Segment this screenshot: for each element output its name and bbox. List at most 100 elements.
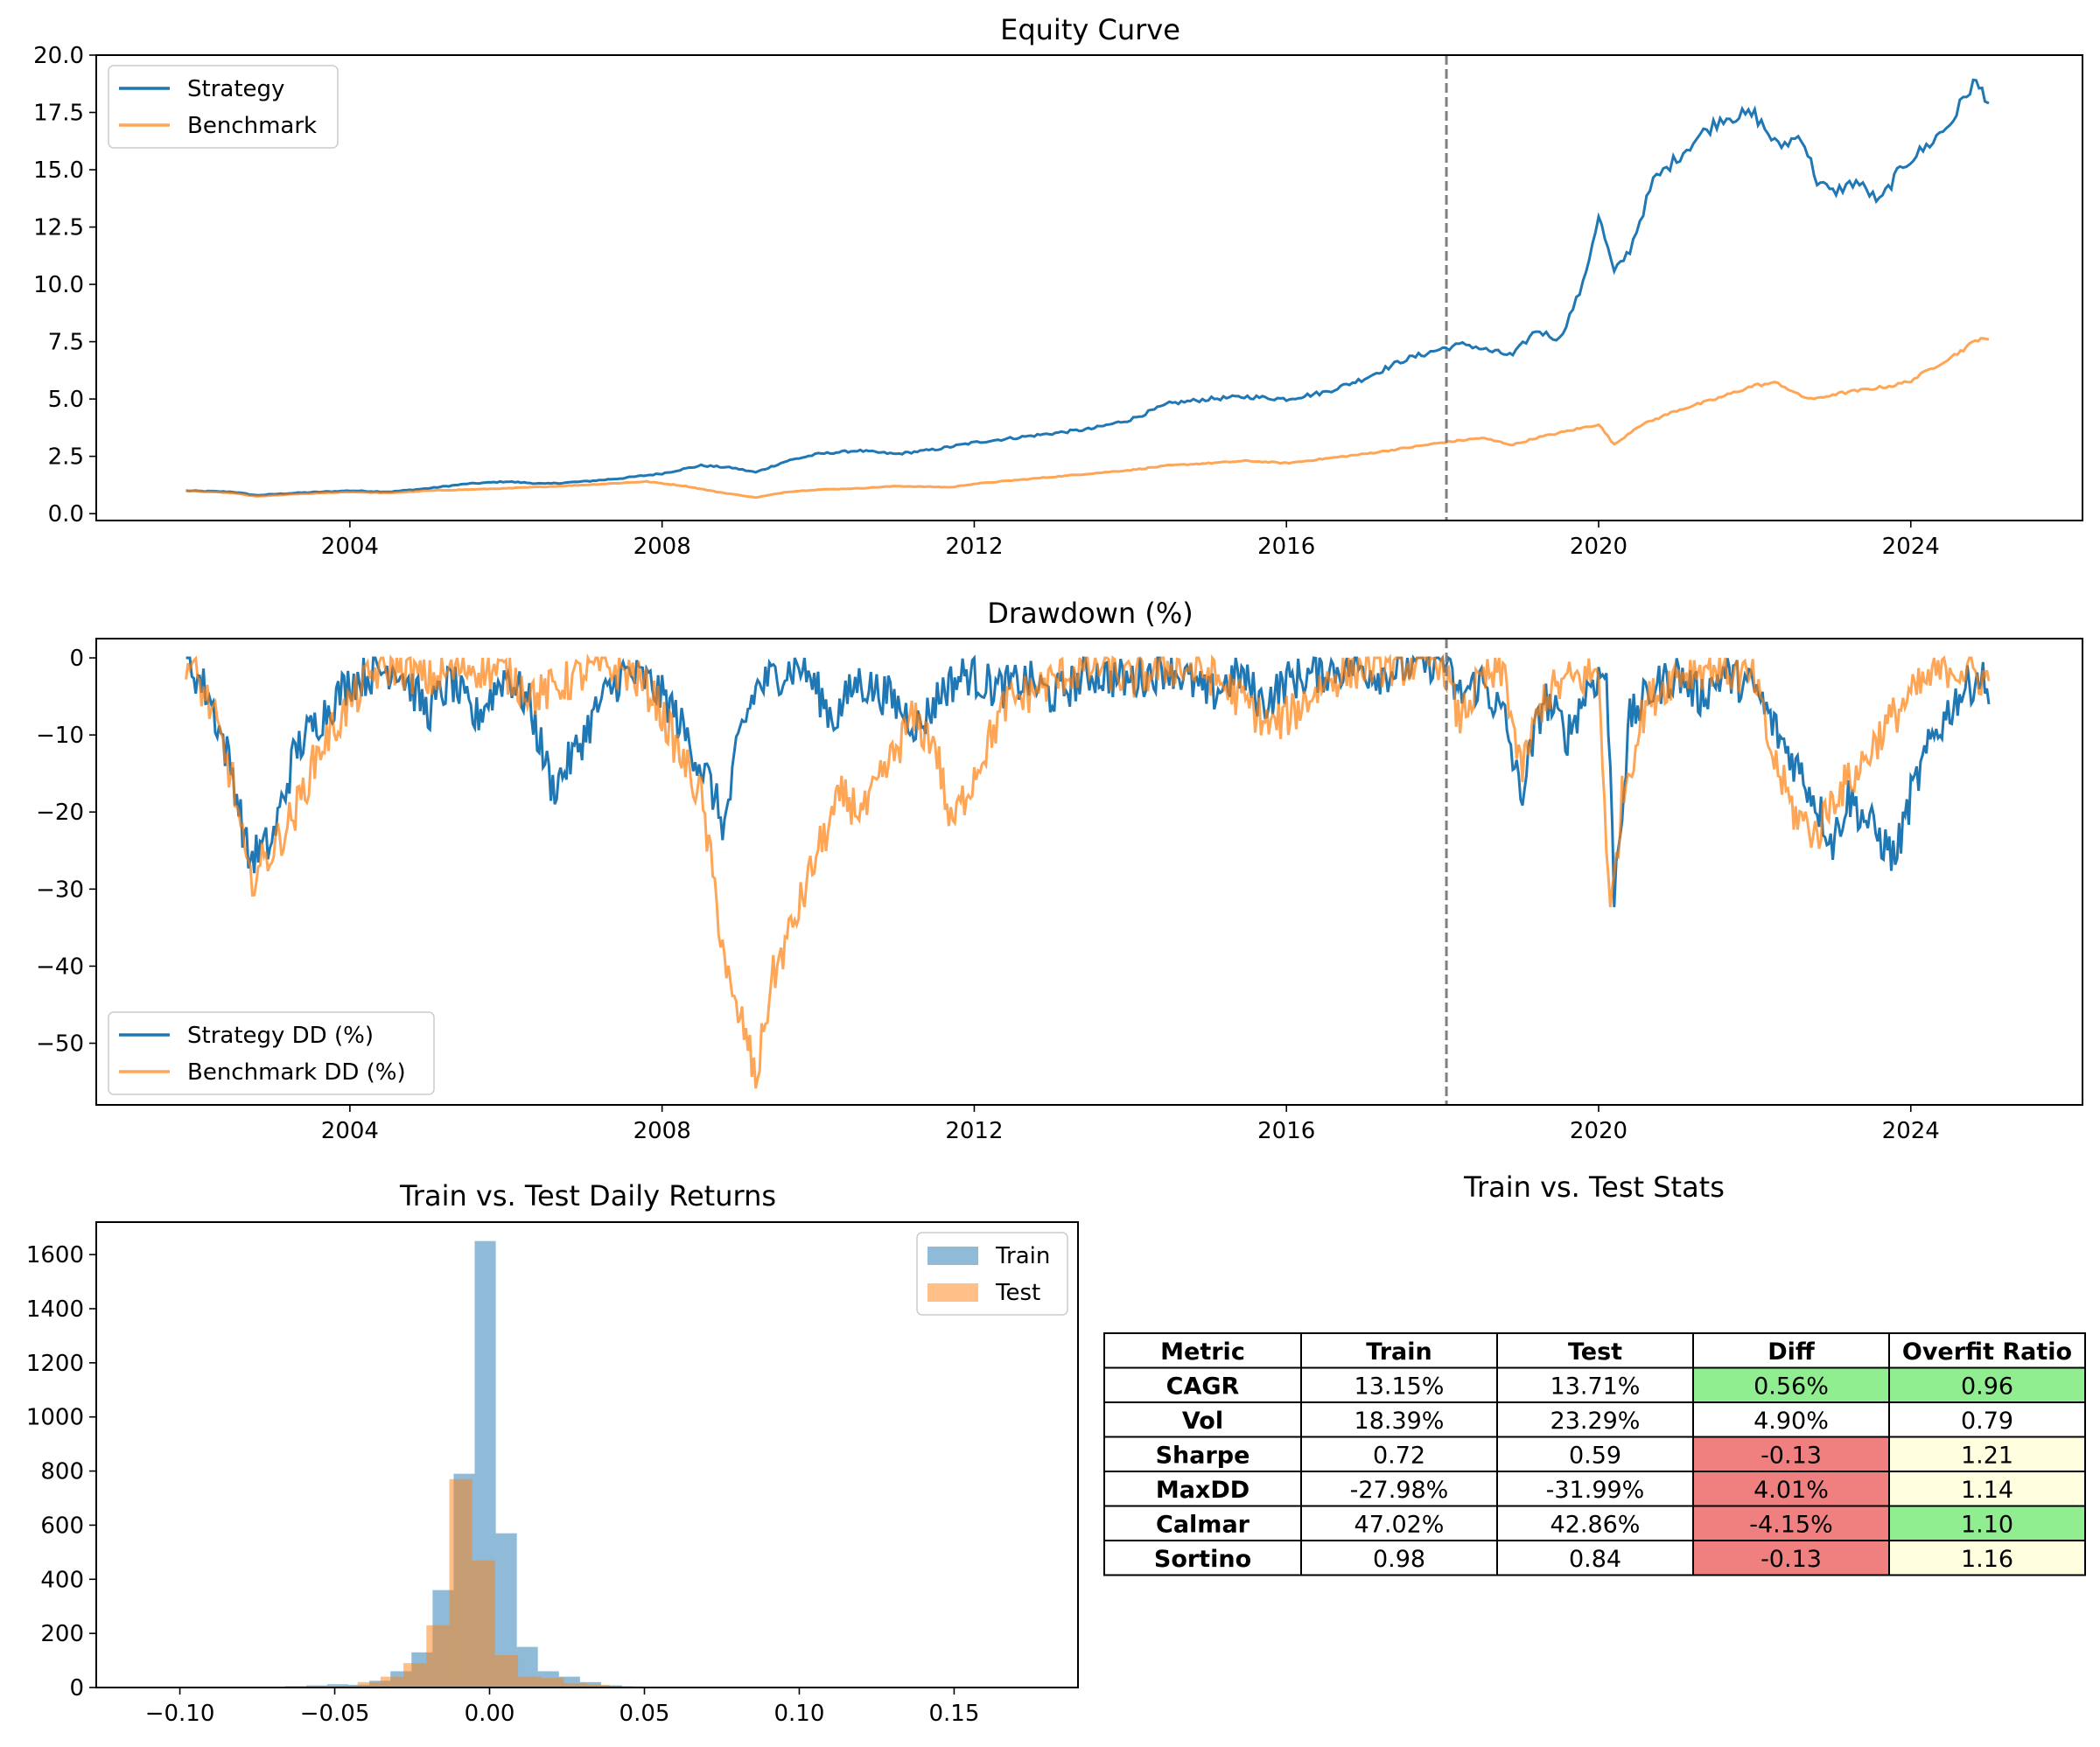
test-histogram-bar: [494, 1654, 519, 1688]
x-tick-label: 2016: [1257, 1118, 1315, 1144]
table-value-cell: 0.96: [1961, 1373, 2013, 1400]
x-tick-label: 0.10: [774, 1701, 825, 1727]
test-histogram-bar: [586, 1684, 610, 1688]
stats-table-panel: Train vs. Test Stats Metric Train Test Diff…: [1103, 1170, 2086, 1576]
histogram-y-ticks: 0 200 400 600 800 1000 1200 1400 1600: [26, 1242, 96, 1702]
y-tick-label: 0: [69, 646, 84, 672]
legend-test-label: Test: [995, 1280, 1040, 1306]
drawdown-y-ticks: 0 −10 −20 −30 −40 −50: [36, 646, 96, 1058]
x-tick-label: −0.05: [300, 1701, 370, 1727]
strategy-drawdown-line: [186, 653, 1991, 908]
table-cell-bg: [1888, 1436, 2086, 1472]
table-metric-cell: MaxDD: [1156, 1477, 1250, 1504]
y-tick-label: −10: [36, 723, 84, 749]
table-value-cell: 0.98: [1373, 1546, 1425, 1573]
y-tick-label: 12.5: [33, 215, 84, 241]
table-cell-bg: [1496, 1436, 1694, 1472]
test-histogram-bar: [403, 1663, 427, 1688]
equity-curve-panel: Equity Curve 2004 2008 2012 2016 2020 2024 0.…: [33, 13, 2083, 560]
table-cell-bg: [1103, 1401, 1302, 1438]
table-value-cell: 0.56%: [1754, 1373, 1829, 1400]
table-value-cell: 23.29%: [1550, 1408, 1641, 1435]
y-tick-label: 10.0: [33, 272, 84, 298]
table-value-cell: -0.13: [1760, 1546, 1822, 1573]
histogram-chart-title: Train vs. Test Daily Returns: [399, 1179, 776, 1212]
train-histogram-bar: [305, 1685, 328, 1688]
strategy-equity-line: [186, 78, 1990, 497]
equity-plot-area: [186, 55, 1990, 521]
x-tick-label: 2020: [1570, 1118, 1628, 1144]
equity-legend-box: [108, 65, 339, 149]
table-header-cell: Train: [1366, 1338, 1432, 1366]
histogram-plot-area: [179, 1240, 686, 1688]
drawdown-chart-title: Drawdown (%): [987, 597, 1193, 630]
train-histogram-bar: [327, 1684, 349, 1688]
x-tick-label: 0.00: [465, 1701, 515, 1727]
y-tick-label: 2.5: [48, 444, 84, 471]
x-tick-label: 2004: [321, 534, 379, 560]
y-tick-label: 20.0: [33, 43, 84, 69]
table-cell-bg: [1692, 1401, 1890, 1438]
x-tick-label: 2016: [1257, 534, 1315, 560]
x-tick-label: 2012: [945, 1118, 1003, 1144]
table-value-cell: 4.90%: [1754, 1408, 1829, 1435]
histogram-legend: Train Test: [916, 1232, 1068, 1316]
table-cell-bg: [1692, 1471, 1890, 1507]
y-tick-label: 600: [40, 1513, 84, 1539]
table-value-cell: 1.14: [1961, 1477, 2013, 1504]
y-tick-label: −50: [36, 1031, 84, 1058]
x-tick-label: 2008: [634, 534, 691, 560]
legend-benchmark-dd-label: Benchmark DD (%): [187, 1059, 406, 1086]
benchmark-drawdown-line: [185, 653, 1991, 1089]
histogram-x-ticks: −0.10 −0.05 0.00 0.05 0.10 0.15: [145, 1688, 979, 1727]
table-cell-bg: [1103, 1505, 1302, 1541]
stats-table: Metric Train Test Diff Overfit Ratio CAGR 13.1…: [1103, 1332, 2086, 1576]
table-header-cell: Metric: [1160, 1338, 1245, 1366]
x-tick-label: 2008: [634, 1118, 691, 1144]
y-tick-label: 800: [40, 1459, 84, 1485]
equity-chart-title: Equity Curve: [1000, 13, 1180, 46]
table-value-cell: 0.79: [1961, 1408, 2013, 1435]
test-histogram-bar: [426, 1625, 450, 1688]
table-metric-cell: Vol: [1182, 1408, 1223, 1435]
table-value-cell: 0.59: [1569, 1442, 1621, 1469]
histogram-axes-frame: [95, 1221, 1079, 1688]
x-tick-label: 2024: [1882, 534, 1940, 560]
drawdown-legend: Strategy DD (%) Benchmark DD (%): [108, 1011, 435, 1095]
x-tick-label: 0.15: [928, 1701, 979, 1727]
table-value-cell: -0.13: [1760, 1442, 1822, 1469]
table-value-cell: -27.98%: [1350, 1477, 1449, 1504]
table-cell-bg: [1496, 1401, 1694, 1438]
test-histogram-bar: [564, 1683, 587, 1688]
table-value-cell: 1.10: [1961, 1511, 2013, 1538]
table-cell-bg: [1300, 1436, 1498, 1472]
table-value-cell: 13.15%: [1354, 1373, 1445, 1400]
test-histogram-bar: [518, 1676, 542, 1688]
y-tick-label: 15.0: [33, 157, 84, 184]
drawdown-panel: Drawdown (%) 2004 2008 2012 2016 2020 2024 0 −…: [36, 597, 2083, 1144]
legend-strategy-label: Strategy: [187, 76, 284, 102]
table-metric-cell: CAGR: [1166, 1373, 1240, 1400]
y-tick-label: 1000: [26, 1405, 84, 1431]
table-cell-bg: [1888, 1540, 2086, 1576]
equity-axes-frame: [95, 54, 2083, 521]
y-tick-label: 200: [40, 1621, 84, 1647]
table-value-cell: -31.99%: [1546, 1477, 1645, 1504]
test-histogram-bar: [472, 1560, 495, 1688]
table-cell-bg: [1496, 1471, 1694, 1507]
y-tick-label: −20: [36, 800, 84, 826]
table-value-cell: 1.21: [1961, 1442, 2013, 1469]
table-cell-bg: [1692, 1366, 1890, 1403]
table-cell-bg: [1888, 1401, 2086, 1438]
table-header-cell-bg: [1692, 1332, 1890, 1369]
table-metric-cell: Sortino: [1154, 1546, 1251, 1573]
table-metric-cell: Calmar: [1156, 1511, 1250, 1538]
table-cell-bg: [1496, 1540, 1694, 1576]
drawdown-x-ticks: 2004 2008 2012 2016 2020 2024: [321, 1105, 1940, 1144]
equity-x-ticks: 2004 2008 2012 2016 2020 2024: [321, 521, 1940, 560]
x-tick-label: 2012: [945, 534, 1003, 560]
table-cell-bg: [1103, 1540, 1302, 1576]
y-tick-label: 17.5: [33, 101, 84, 127]
y-tick-label: −40: [36, 954, 84, 980]
